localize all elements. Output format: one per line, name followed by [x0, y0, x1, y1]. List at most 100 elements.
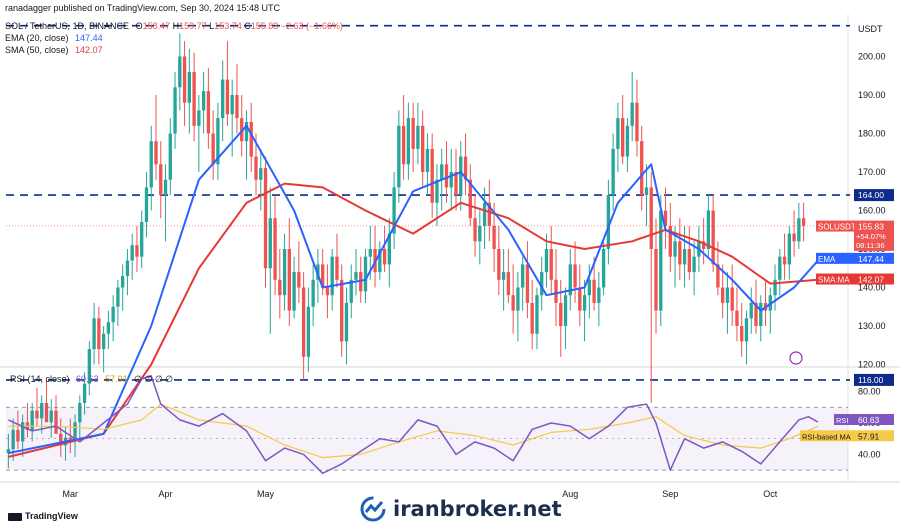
- candle-body: [435, 179, 439, 203]
- candle-body: [97, 318, 101, 350]
- candle-body: [425, 148, 430, 172]
- candle-body: [535, 295, 539, 334]
- rsi-tag-name-text: RSI: [836, 416, 849, 425]
- ema-legend-label: EMA (20, close): [5, 33, 69, 43]
- candle-body: [363, 256, 368, 292]
- candle-body: [254, 156, 258, 180]
- x-tick-label: Aug: [562, 489, 578, 499]
- candle-body: [497, 249, 501, 280]
- ema-legend[interactable]: EMA (20, close) 147.44: [5, 33, 103, 43]
- candle-body: [578, 287, 582, 311]
- candle-body: [135, 245, 139, 257]
- candle-body: [297, 272, 301, 288]
- price-tag-value: [854, 273, 894, 285]
- price-tag-name: [816, 220, 854, 232]
- candle-body: [273, 218, 277, 280]
- rsi-tag-name: [800, 430, 854, 442]
- candle-body: [40, 403, 44, 419]
- candle-body: [78, 403, 82, 423]
- rsi-line: [8, 375, 819, 475]
- candle-body: [530, 302, 534, 334]
- candle-body: [221, 79, 225, 119]
- candle-body: [116, 287, 120, 307]
- candle-body: [668, 225, 672, 257]
- candle-body: [325, 287, 330, 296]
- candle-body: [440, 164, 444, 180]
- candle-body: [663, 210, 668, 226]
- candle-body: [621, 118, 625, 157]
- candle-body: [792, 233, 796, 242]
- candle-body: [421, 125, 425, 172]
- candle-body: [6, 449, 11, 454]
- x-tick-label: Mar: [63, 489, 79, 499]
- candles-group: [6, 33, 806, 469]
- ema-legend-value: 147.44: [75, 33, 103, 43]
- rsi-legend-value: 60.63: [76, 374, 99, 384]
- candle-body: [225, 79, 230, 115]
- price-tick-label: 200.00: [858, 52, 886, 62]
- candle-body: [206, 91, 211, 134]
- candle-body: [144, 187, 149, 223]
- candle-body: [349, 279, 353, 303]
- ohlc-o: 158.47: [142, 21, 171, 31]
- symbol-row: SOL / TetherUS, 1D, BINANCE O158.47 H159…: [5, 21, 343, 31]
- candle-body: [582, 295, 587, 311]
- tradingview-brand[interactable]: TradingView: [8, 511, 78, 521]
- candle-body: [778, 256, 782, 280]
- rsi-legend[interactable]: RSI (14, close) 60.63 57.91 ∅ ∅ ∅ ∅: [10, 374, 173, 385]
- rsi-tag-value-text: 57.91: [858, 431, 880, 441]
- level-price-tag: [854, 373, 894, 386]
- candle-body: [178, 56, 182, 88]
- candle-body: [73, 422, 77, 442]
- candle-body: [340, 279, 344, 342]
- candle-body: [687, 249, 691, 273]
- candle-body: [444, 164, 449, 188]
- candle-body: [716, 264, 720, 288]
- published-line: ranadagger published on TradingView.com,…: [5, 3, 281, 13]
- candle-body: [44, 403, 49, 423]
- candle-body: [382, 249, 387, 265]
- currency-label: USDT: [858, 24, 883, 34]
- candle-body: [406, 118, 411, 165]
- candle-body: [678, 241, 682, 265]
- candle-body: [106, 322, 111, 334]
- candle-body: [459, 156, 463, 196]
- event-icon: [789, 351, 803, 365]
- sma-legend[interactable]: SMA (50, close) 142.07: [5, 45, 103, 55]
- candle-body: [501, 272, 506, 280]
- candle-body: [573, 264, 577, 288]
- candle-body: [292, 272, 296, 311]
- candle-body: [397, 125, 401, 188]
- candle-body: [478, 225, 482, 242]
- candle-body: [563, 295, 568, 326]
- ohlc-c-label: C: [244, 21, 251, 31]
- candle-body: [244, 121, 249, 142]
- watermark-logo-icon: [360, 496, 386, 522]
- candle-body: [21, 422, 25, 442]
- candle-body: [278, 279, 282, 296]
- candle-body: [797, 218, 801, 242]
- candle-body: [454, 172, 458, 196]
- candle-body: [630, 102, 634, 126]
- candle-body: [211, 133, 215, 165]
- candle-body: [201, 91, 206, 111]
- rsi-tag-name: [834, 414, 854, 426]
- candle-body: [587, 279, 591, 296]
- candle-body: [335, 256, 339, 280]
- price-tag-value-text: 142.07: [858, 275, 884, 285]
- countdown-box: [854, 230, 894, 251]
- candle-body: [11, 429, 15, 450]
- ohlc-o-label: O: [135, 21, 143, 31]
- candle-body: [706, 210, 711, 249]
- candle-body: [130, 245, 134, 261]
- candle-body: [625, 125, 630, 157]
- candle-body: [682, 249, 687, 265]
- sma50-line: [8, 182, 818, 458]
- rsi-ma-line: [8, 403, 819, 459]
- candle-body: [187, 71, 191, 103]
- candle-body: [216, 118, 220, 165]
- x-tick-label: Sep: [662, 489, 678, 499]
- level-price-tag: [854, 189, 894, 202]
- tradingview-brand-label: TradingView: [25, 511, 78, 521]
